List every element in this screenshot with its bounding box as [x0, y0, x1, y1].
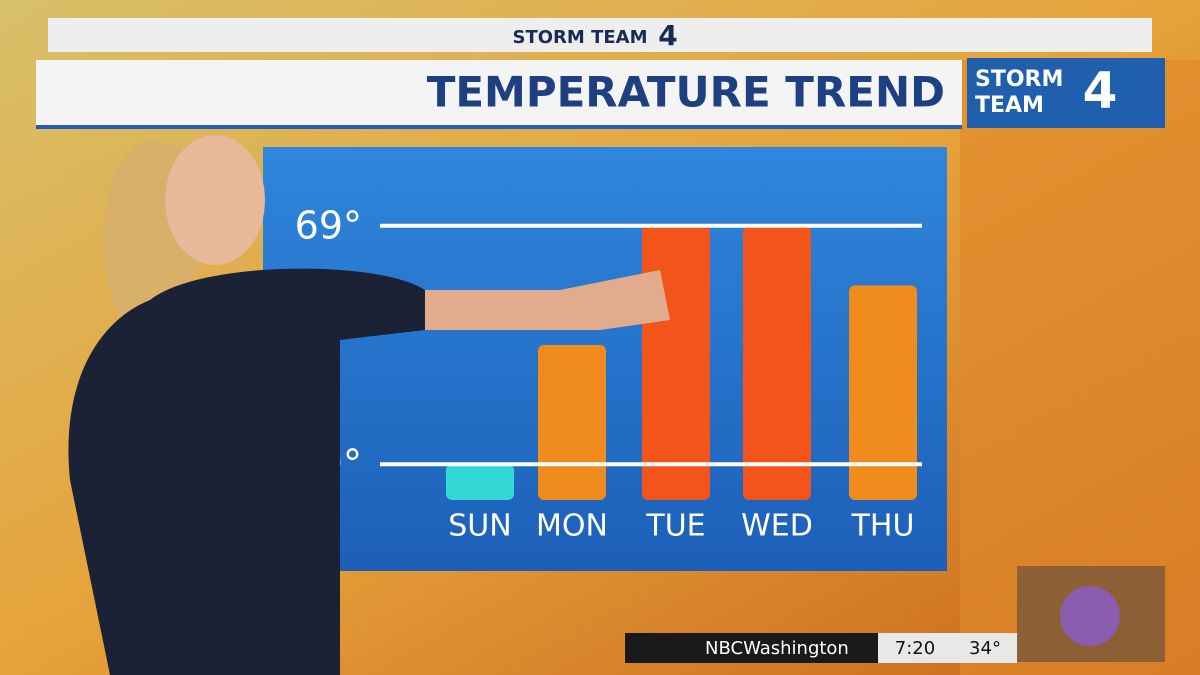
top-brand: STORM TEAM — [513, 27, 648, 48]
x-tick-label: WED — [741, 509, 813, 544]
bar — [446, 464, 514, 500]
logo-line1: STORM — [975, 67, 1063, 92]
presenter-head — [165, 135, 265, 265]
x-tick-label: THU — [851, 509, 915, 544]
presenter-arm — [420, 270, 670, 330]
logo-box — [967, 58, 1165, 128]
logo-number: 4 — [1083, 62, 1118, 120]
title-underline — [36, 125, 962, 129]
x-tick-label: TUE — [645, 509, 705, 544]
top-strip — [48, 18, 1152, 52]
ticker-time: 7:20 — [895, 638, 935, 659]
bar — [538, 345, 606, 500]
ticker-handle: NBCWashington — [705, 638, 849, 659]
logo-line2: TEAM — [975, 93, 1044, 118]
ticker-time-box — [878, 633, 1017, 663]
title-bar — [36, 60, 962, 128]
top-brand-number: 4 — [658, 19, 677, 52]
y-tick-label: 69° — [295, 203, 362, 247]
presenter — [68, 135, 670, 675]
network-logo — [1060, 586, 1120, 646]
x-tick-label: SUN — [448, 509, 511, 544]
bar — [642, 225, 710, 500]
bar — [849, 285, 917, 500]
x-tick-label: MON — [536, 509, 608, 544]
presenter-dress — [68, 268, 425, 675]
chart-title: TEMPERATURE TREND — [427, 68, 945, 117]
ticker-temperature: 34° — [969, 638, 1001, 659]
bar — [743, 225, 811, 500]
chart: SUNMONTUEWEDTHU49°69° — [295, 203, 922, 544]
